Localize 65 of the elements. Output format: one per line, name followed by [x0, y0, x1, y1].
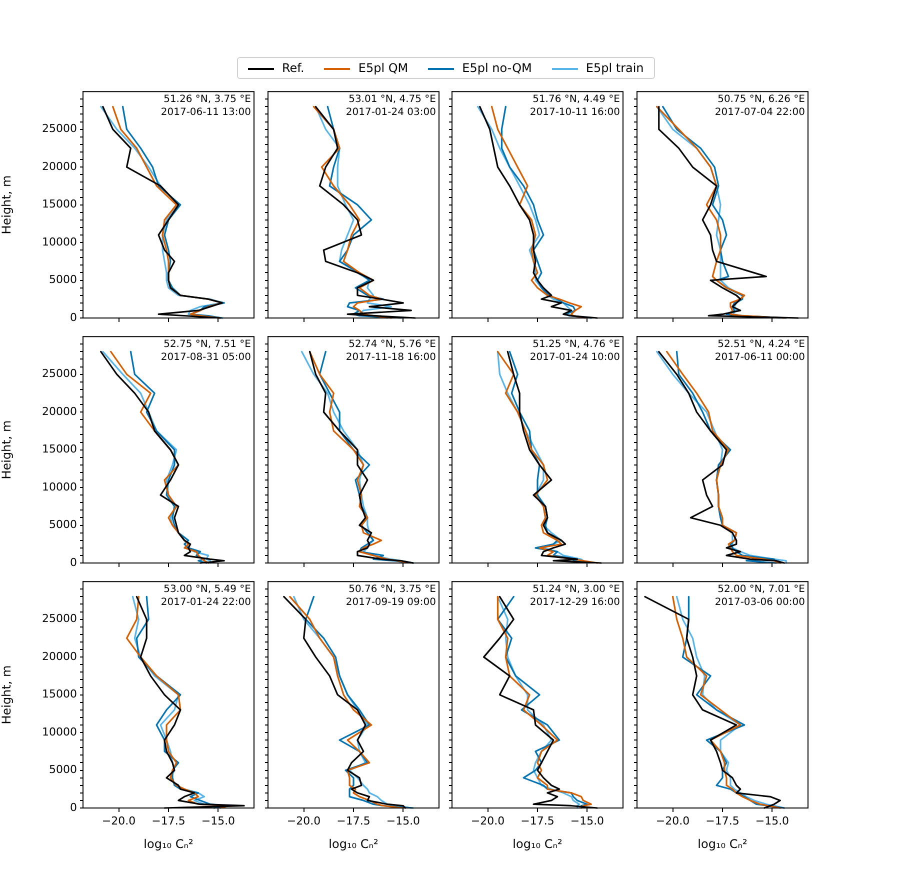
annotation: 50.75 °N, 6.26 °E: [718, 94, 805, 106]
y-tick-label: 5000: [49, 763, 77, 776]
y-tick-label: 0: [70, 310, 77, 324]
y-axis-title: Height, m: [0, 175, 14, 234]
y-tick-label: 0: [70, 556, 77, 569]
y-tick-label: 25000: [42, 367, 77, 380]
annotation: 2017-06-11 00:00: [714, 352, 805, 364]
annotation: 51.24 °N, 3.00 °E: [532, 584, 620, 596]
annotation: 2017-01-24 03:00: [346, 107, 436, 118]
annotation: 2017-10-11 16:00: [530, 107, 620, 118]
y-tick-label: 10000: [42, 480, 77, 494]
annotation: 52.75 °N, 7.51 °E: [164, 339, 251, 350]
y-tick-label: 20000: [42, 650, 77, 663]
x-tick-label: −15.0: [386, 814, 420, 828]
annotation: 2017-01-24 10:00: [530, 352, 620, 364]
x-tick-label: −15.0: [570, 814, 604, 828]
legend-label: Ref.: [281, 61, 304, 75]
annotation: 2017-07-04 22:00: [714, 107, 805, 118]
x-axis-title: log₁₀ Cₙ²: [328, 836, 379, 851]
x-axis-title: log₁₀ Cₙ²: [144, 836, 194, 851]
annotation: 51.76 °N, 4.49 °E: [532, 94, 620, 106]
x-tick-label: −17.5: [336, 814, 370, 828]
annotation: 2017-11-18 16:00: [346, 352, 436, 364]
annotation: 53.00 °N, 5.49 °E: [164, 584, 251, 596]
annotation: 53.01 °N, 4.75 °E: [348, 94, 436, 106]
legend-label: E5pl no-QM: [461, 61, 532, 75]
x-tick-label: −20.0: [286, 814, 321, 828]
annotation: 2017-12-29 16:00: [530, 597, 620, 608]
x-tick-label: −17.5: [152, 814, 186, 828]
annotation: 51.26 °N, 3.75 °E: [164, 94, 251, 106]
annotation: 52.74 °N, 5.76 °E: [348, 339, 436, 350]
legend-label: E5pl train: [584, 61, 644, 75]
x-axis-title: log₁₀ Cₙ²: [512, 836, 563, 851]
annotation: 51.25 °N, 4.76 °E: [532, 339, 620, 350]
x-tick-label: −20.0: [470, 814, 505, 828]
x-tick-label: −17.5: [706, 814, 740, 828]
y-tick-label: 15000: [42, 442, 77, 456]
annotation: 50.76 °N, 3.75 °E: [348, 584, 436, 596]
x-tick-label: −20.0: [656, 814, 690, 828]
y-tick-label: 10000: [42, 235, 77, 248]
annotation: 52.51 °N, 4.24 °E: [718, 339, 805, 350]
annotation: 2017-06-11 13:00: [160, 107, 251, 118]
annotation: 2017-08-31 05:00: [160, 352, 251, 364]
y-tick-label: 20000: [42, 160, 77, 173]
y-axis-title: Height, m: [0, 665, 14, 724]
y-tick-label: 25000: [42, 122, 77, 136]
y-tick-label: 5000: [49, 273, 77, 286]
legend-label: E5pl QM: [357, 61, 408, 75]
x-tick-label: −17.5: [520, 814, 554, 828]
y-tick-label: 5000: [49, 518, 77, 532]
x-tick-label: −15.0: [755, 814, 790, 828]
y-tick-label: 15000: [42, 688, 77, 701]
annotation: 2017-09-19 09:00: [346, 597, 436, 608]
y-tick-label: 20000: [42, 404, 77, 418]
y-tick-label: 25000: [42, 612, 77, 626]
x-tick-label: −20.0: [102, 814, 136, 828]
y-tick-label: 10000: [42, 725, 77, 738]
x-tick-label: −15.0: [201, 814, 236, 828]
annotation: 2017-01-24 22:00: [160, 597, 251, 608]
annotation: 2017-03-06 00:00: [714, 597, 805, 608]
y-axis-title: Height, m: [0, 420, 14, 480]
y-tick-label: 0: [70, 800, 77, 814]
y-tick-label: 15000: [42, 198, 77, 211]
annotation: 52.00 °N, 7.01 °E: [718, 584, 805, 596]
x-axis-title: log₁₀ Cₙ²: [698, 836, 748, 851]
